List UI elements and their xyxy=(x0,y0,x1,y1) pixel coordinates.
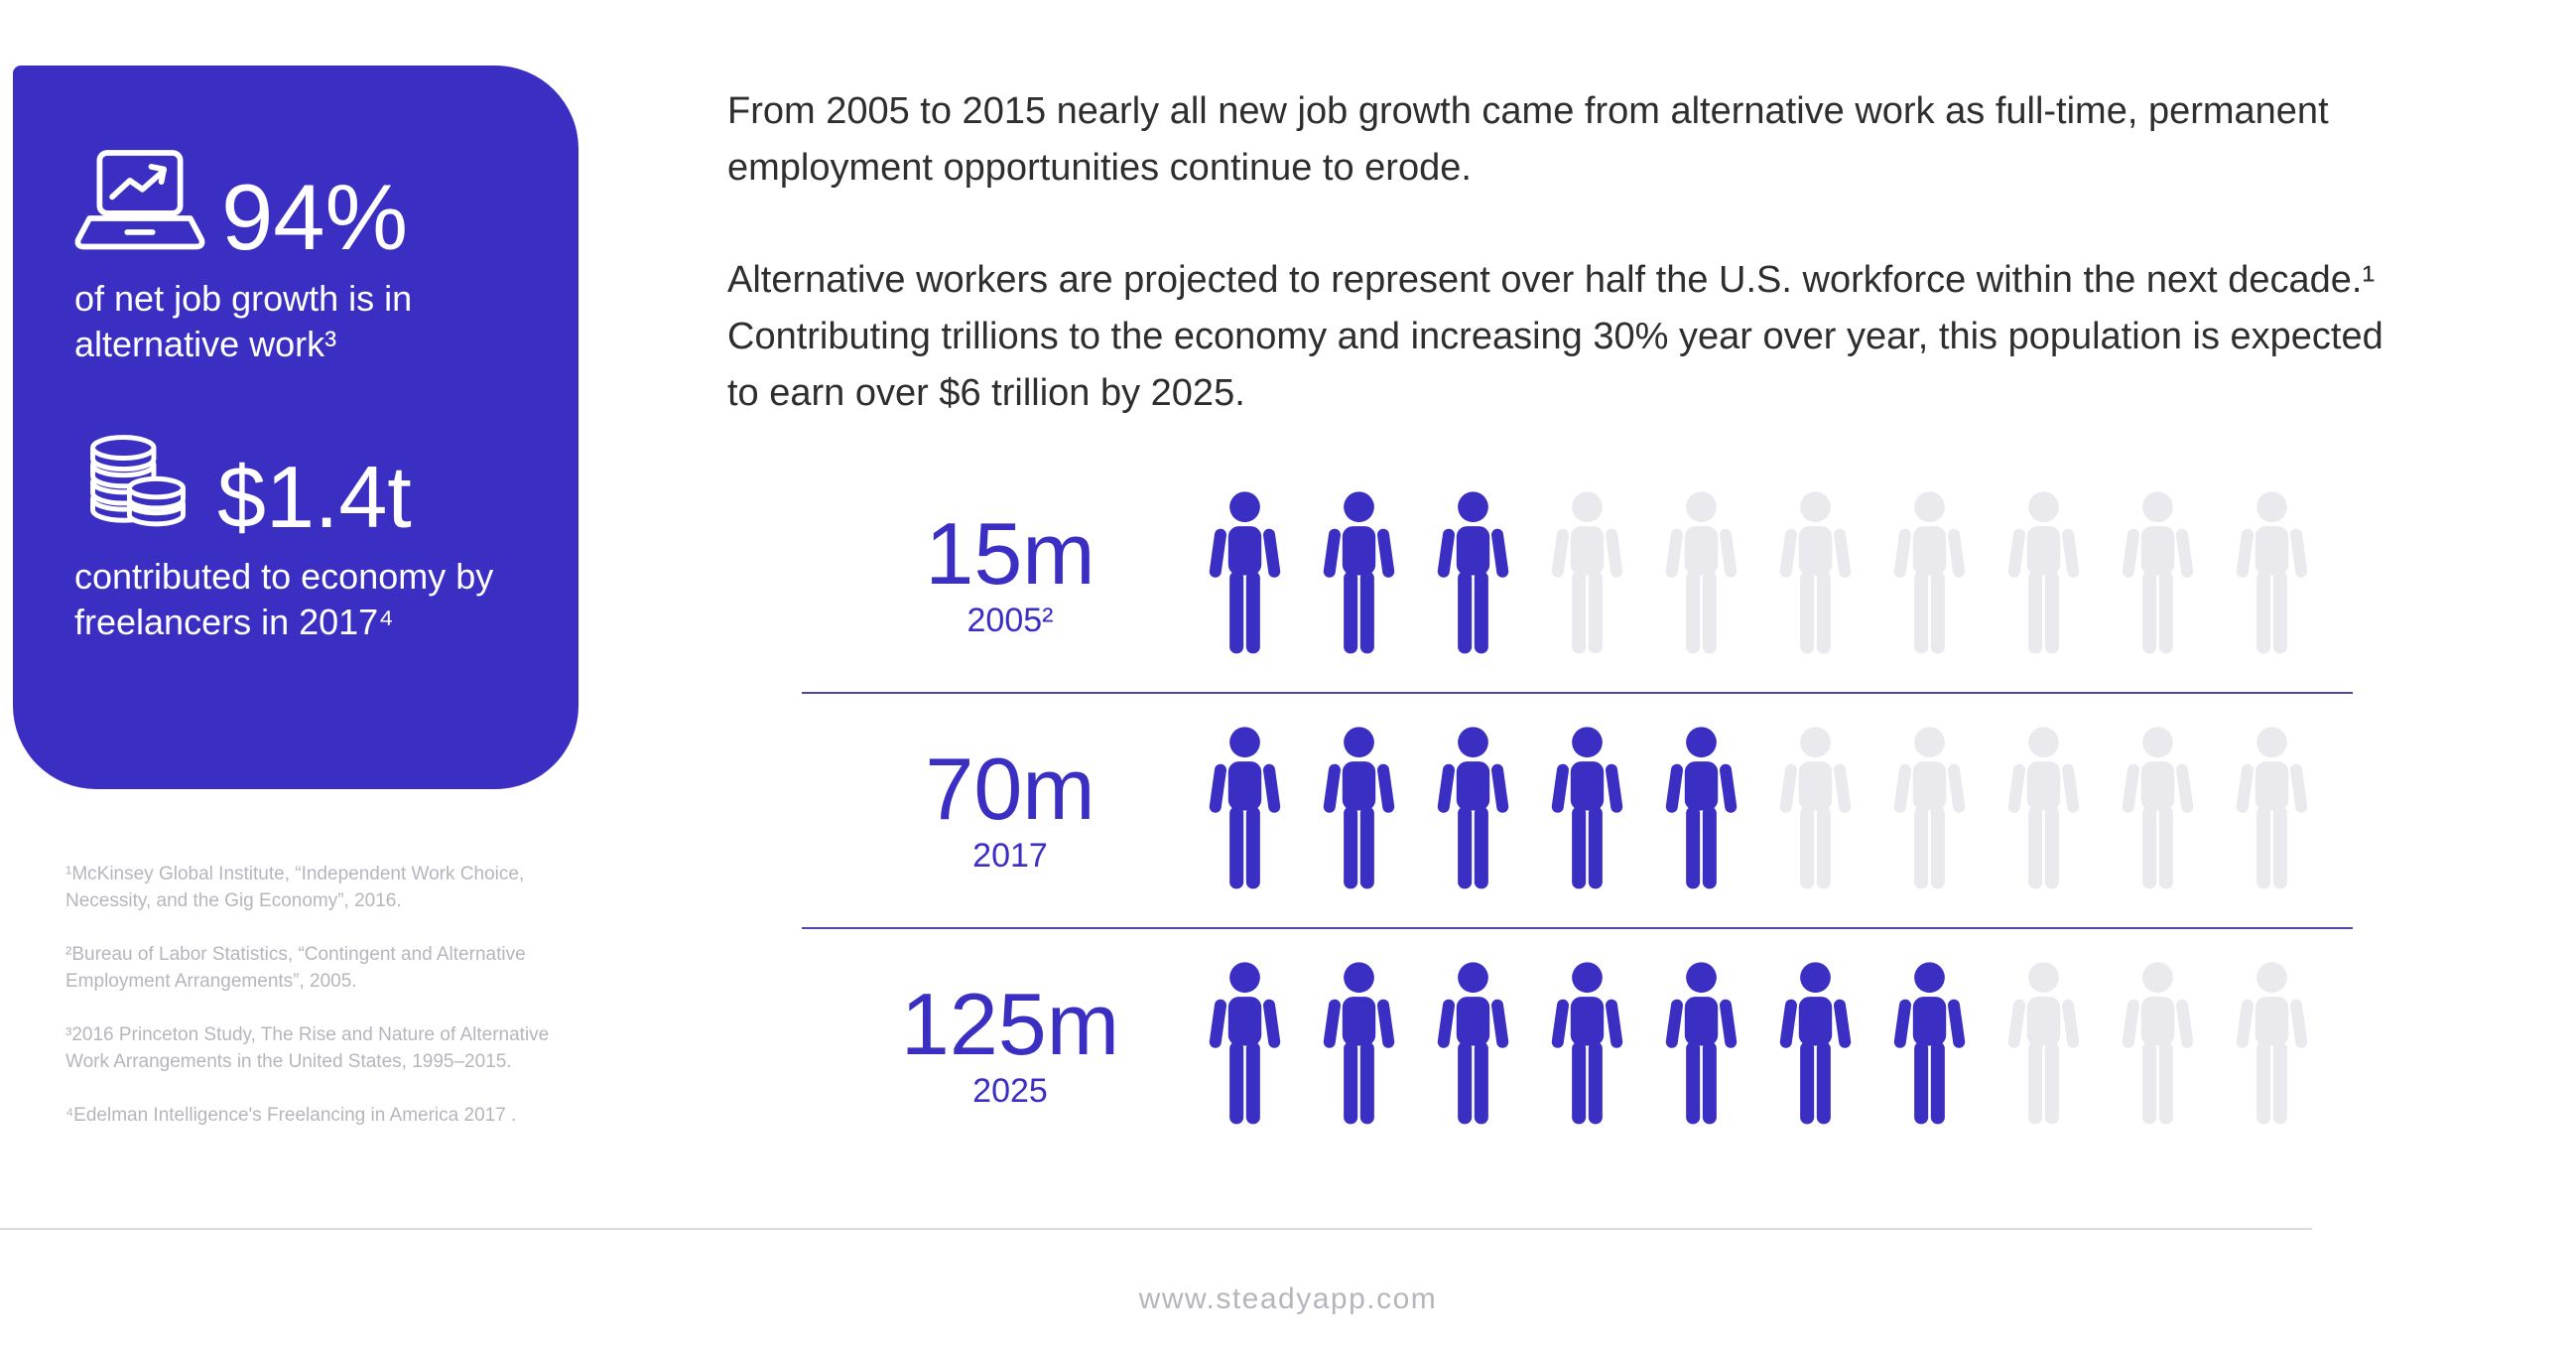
person-icon-filled xyxy=(1892,962,1967,1125)
person-icon-filled xyxy=(1664,727,1739,889)
row-divider xyxy=(802,927,2353,929)
stat-economy-top: $1.4t xyxy=(74,421,535,547)
footnote-3: ³2016 Princeton Study, The Rise and Natu… xyxy=(65,1023,550,1072)
row-value: 125m xyxy=(900,975,1120,1073)
person-icon-filled xyxy=(1322,727,1396,889)
stat-label-job-growth: of net job growth is in alternative work… xyxy=(74,278,413,365)
person-icon-filled xyxy=(1550,962,1624,1125)
person-icon-empty xyxy=(2121,491,2195,654)
row-icons xyxy=(1208,961,2309,1131)
chart-row: 70m 2017 xyxy=(727,694,2365,927)
person-icon-filled xyxy=(1436,727,1510,889)
chart-row: 15m 2005² xyxy=(727,459,2365,692)
person-icon-empty xyxy=(2121,727,2195,889)
row-year: 2017 xyxy=(972,837,1048,875)
stat-economy: $1.4t contributed to economy by freelanc… xyxy=(74,421,535,645)
footnote-4: ⁴Edelman Intelligence's Freelancing in A… xyxy=(65,1104,517,1126)
row-label: 70m 2017 xyxy=(846,745,1174,876)
person-icon-empty xyxy=(2235,491,2309,654)
row-label: 15m 2005² xyxy=(846,510,1174,640)
person-icon-filled xyxy=(1208,727,1282,889)
person-icon-empty xyxy=(2006,962,2081,1125)
person-icon-filled xyxy=(1208,962,1282,1125)
person-icon-filled xyxy=(1664,962,1739,1125)
person-icon-filled xyxy=(1436,491,1510,654)
person-icon-filled xyxy=(1208,491,1282,654)
coin-stack-icon xyxy=(74,421,201,538)
intro-paragraph: From 2005 to 2015 nearly all new job gro… xyxy=(727,90,2329,189)
person-icon-filled xyxy=(1436,962,1510,1125)
person-icon-empty xyxy=(1664,491,1739,654)
main-content: From 2005 to 2015 nearly all new job gro… xyxy=(727,83,2414,477)
footnote-2: ²Bureau of Labor Statistics, “Contingent… xyxy=(65,943,526,992)
person-icon-empty xyxy=(2121,962,2195,1125)
person-icon-filled xyxy=(1778,962,1853,1125)
person-icon-filled xyxy=(1322,491,1396,654)
row-icons xyxy=(1208,490,2309,660)
person-icon-filled xyxy=(1322,962,1396,1125)
person-icon-empty xyxy=(2235,727,2309,889)
stat-job-growth: 94% of net job growth is in alternative … xyxy=(74,149,535,367)
person-icon-empty xyxy=(1778,727,1853,889)
row-value: 70m xyxy=(925,740,1095,838)
chart-row: 125m 2025 xyxy=(727,929,2365,1162)
row-year: 2005² xyxy=(966,602,1054,639)
row-year: 2025 xyxy=(972,1072,1048,1110)
person-icon-empty xyxy=(2235,962,2309,1125)
stat-label-economy: contributed to economy by freelancers in… xyxy=(74,556,494,643)
stats-card: 94% of net job growth is in alternative … xyxy=(13,66,579,789)
person-icon-empty xyxy=(1892,491,1967,654)
footnotes: ¹McKinsey Global Institute, “Independent… xyxy=(65,862,567,1156)
stat-value-job-growth: 94% xyxy=(221,164,409,269)
projection-paragraph: Alternative workers are projected to rep… xyxy=(727,259,2383,414)
stat-job-growth-top: 94% xyxy=(74,149,535,269)
row-icons xyxy=(1208,726,2309,895)
laptop-trend-chart-icon xyxy=(74,149,205,260)
pictogram-chart: 15m 2005² 70m 2017 125m 2025 xyxy=(727,459,2365,1162)
row-value: 15m xyxy=(925,504,1095,603)
footer-divider xyxy=(0,1228,2312,1230)
footnote-1: ¹McKinsey Global Institute, “Independent… xyxy=(65,864,525,911)
person-icon-empty xyxy=(2006,491,2081,654)
row-label: 125m 2025 xyxy=(846,981,1174,1111)
person-icon-filled xyxy=(1550,727,1624,889)
person-icon-empty xyxy=(1892,727,1967,889)
stat-value-economy: $1.4t xyxy=(217,448,412,547)
person-icon-empty xyxy=(1550,491,1624,654)
person-icon-empty xyxy=(2006,727,2081,889)
person-icon-empty xyxy=(1778,491,1853,654)
row-divider xyxy=(802,692,2353,694)
website-url[interactable]: www.steadyapp.com xyxy=(1138,1282,1438,1315)
